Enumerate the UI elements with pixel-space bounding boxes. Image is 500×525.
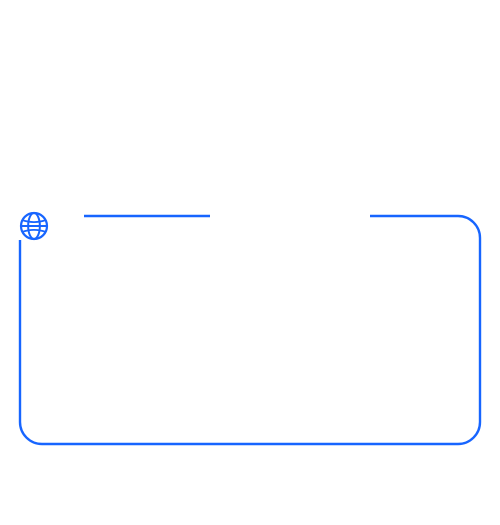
vpc-box xyxy=(20,216,480,444)
vpc-gap xyxy=(210,212,370,220)
